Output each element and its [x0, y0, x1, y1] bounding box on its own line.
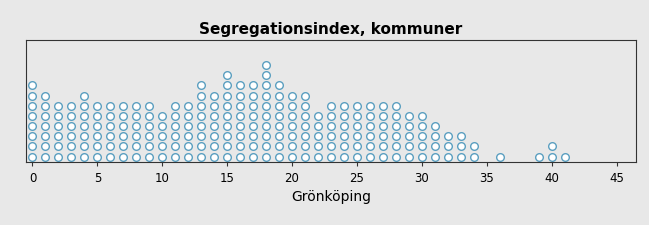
X-axis label: Grönköping: Grönköping [291, 189, 371, 203]
Title: Segregationsindex, kommuner: Segregationsindex, kommuner [199, 22, 463, 37]
